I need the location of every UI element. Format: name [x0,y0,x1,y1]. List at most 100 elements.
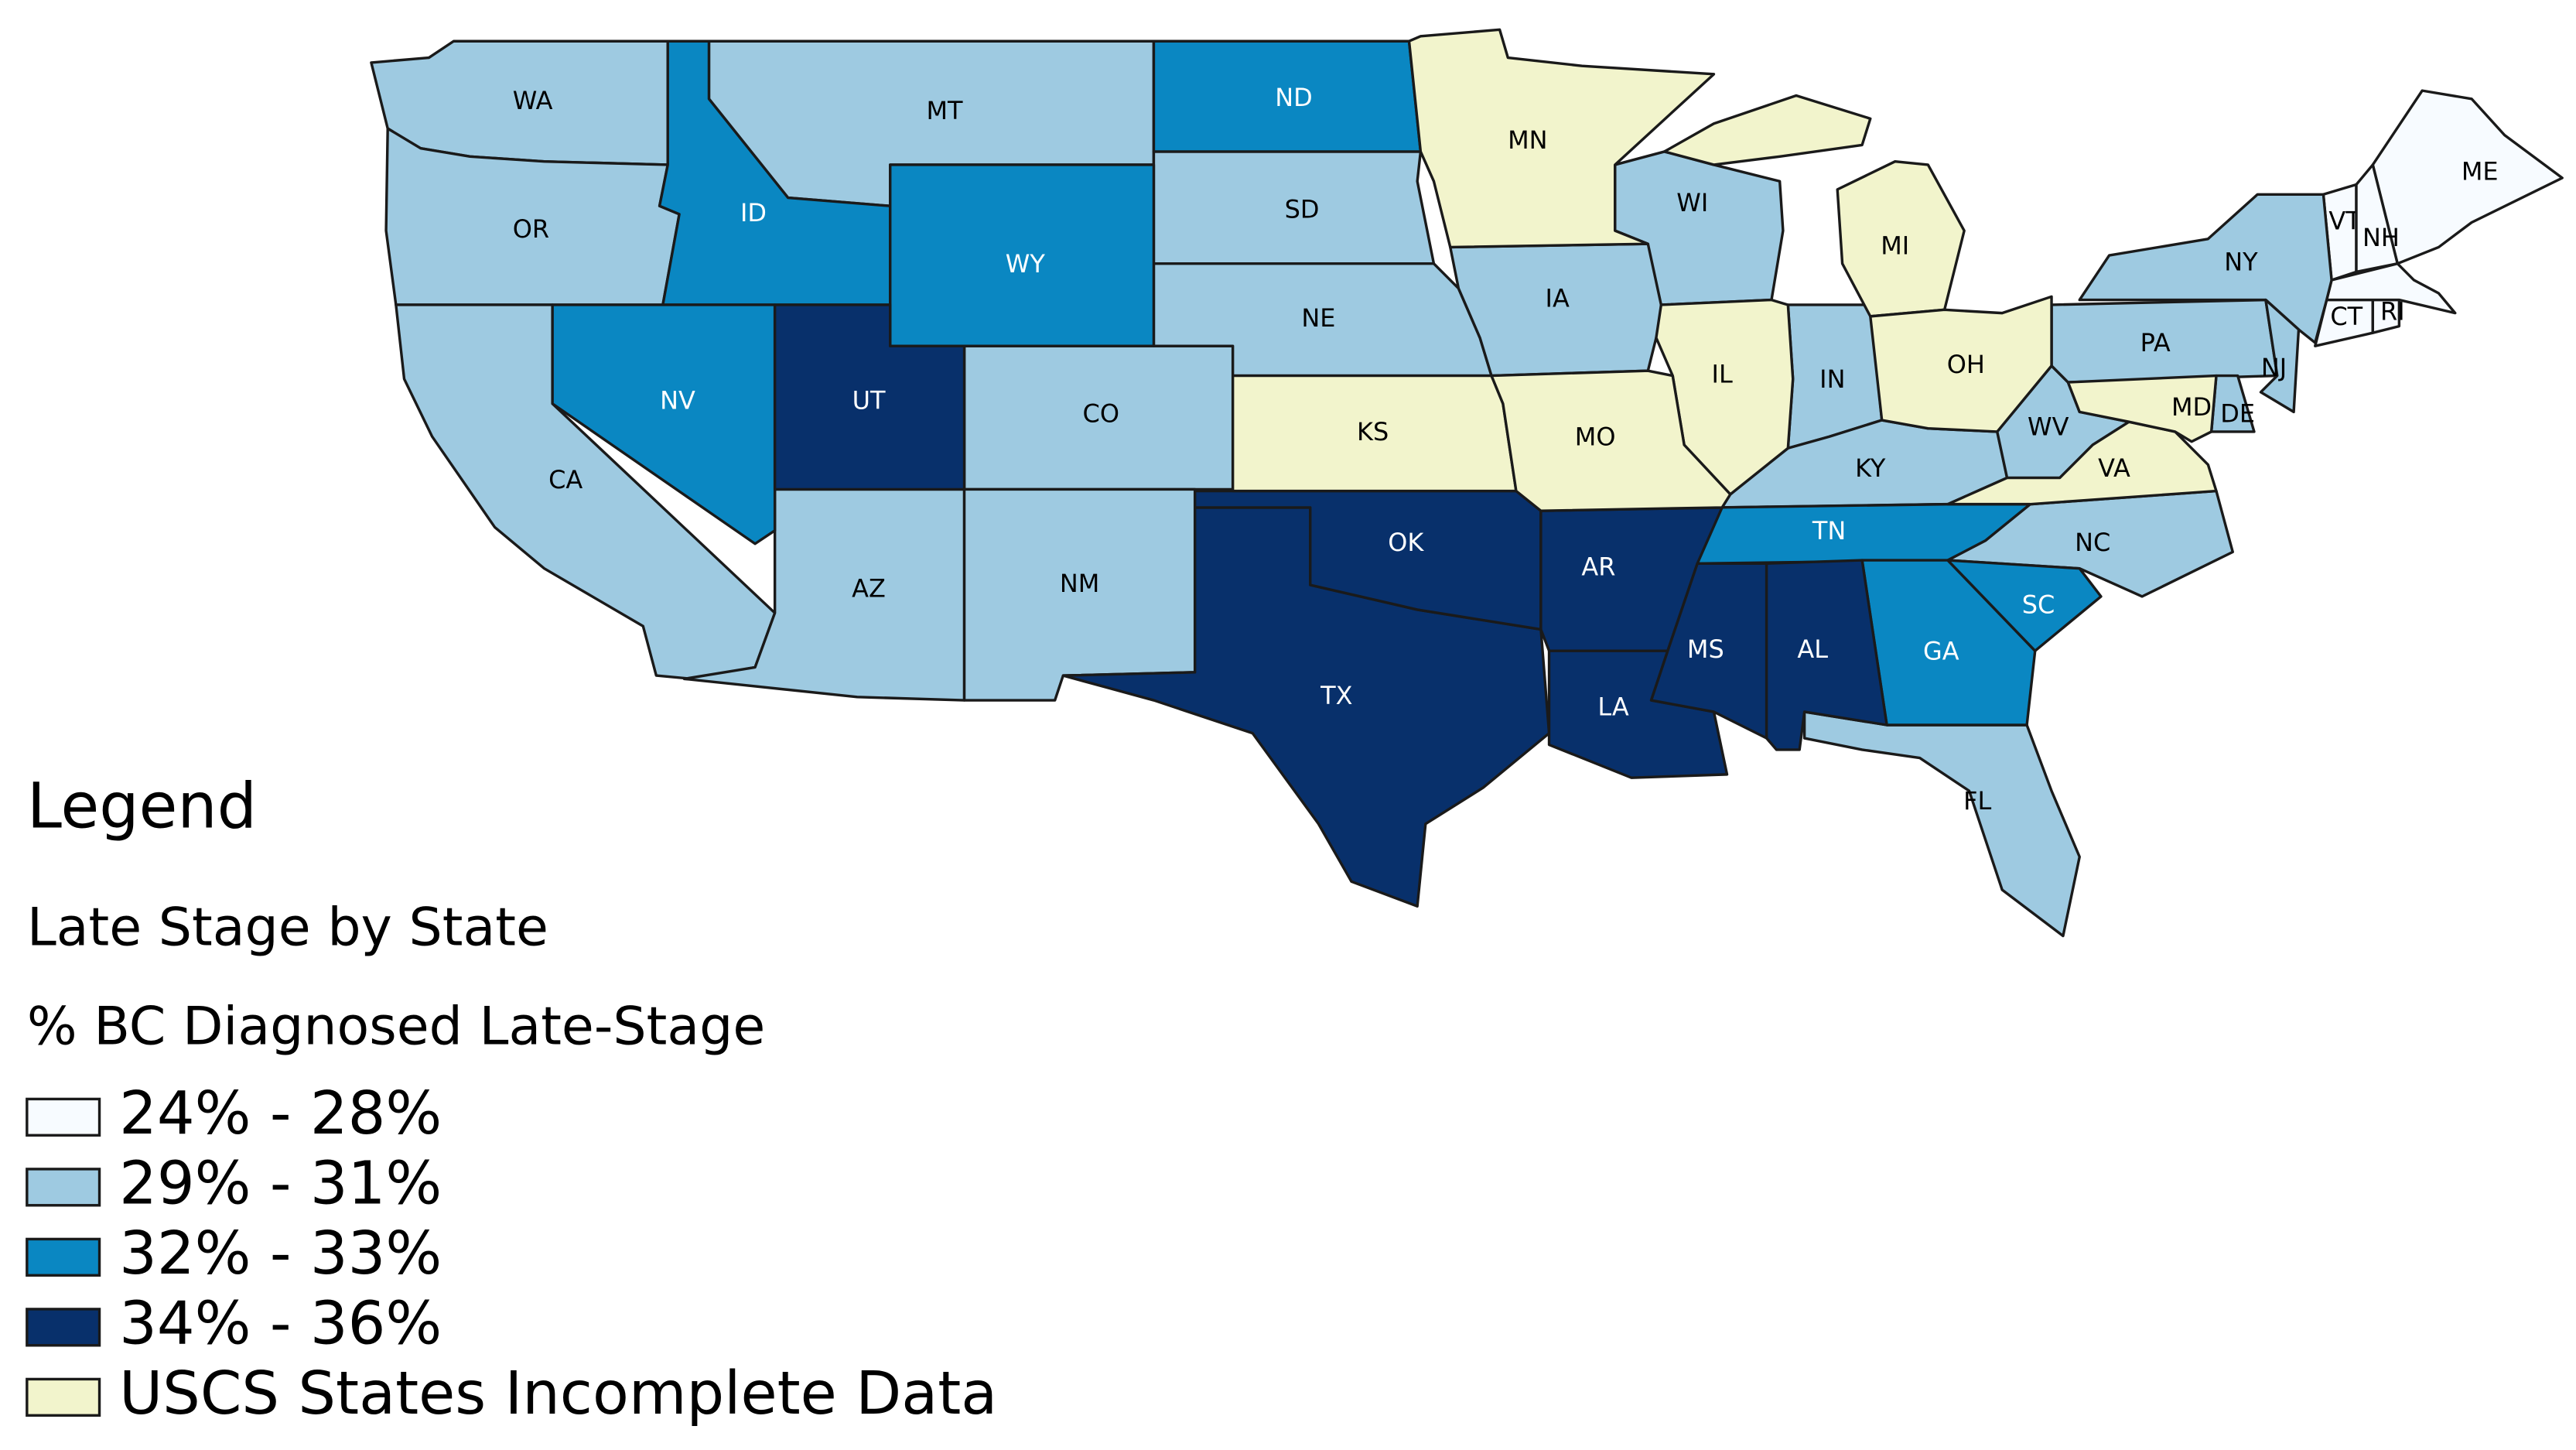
state-shape [1662,94,1872,166]
state-label: OR [513,214,549,244]
state-label: WI [1676,188,1708,217]
legend-label: 34% - 36% [119,1289,442,1358]
state-label: WA [513,86,553,115]
state: NM [962,487,1197,702]
state-label: IA [1546,284,1570,313]
state-label: UT [852,386,886,416]
legend-label: USCS States Incomplete Data [119,1359,997,1428]
state: IA [1449,242,1686,378]
state: NJ [2259,298,2301,414]
legend-swatch [26,1097,101,1137]
state: NC [1946,489,2234,598]
state-label: KS [1357,417,1389,446]
state: MD [2066,374,2218,443]
state: ME [2371,89,2564,265]
state-label: LA [1597,693,1629,722]
state-label: WY [1006,249,1046,279]
state-label: AL [1797,634,1828,664]
state-label: MI [1881,231,1909,260]
state-shape [1946,559,2103,652]
state-shape [1490,369,1732,512]
state: PA [2050,298,2279,384]
states: ME VT NH CT RI WA OR CA MT AZ CO NM SD N… [370,28,2564,938]
state-shape [551,303,777,545]
state: MN [1407,28,1716,249]
state: OR [384,127,681,306]
state-label: CO [1083,399,1119,429]
legend-rows: 24% - 28%29% - 31%32% - 33%34% - 36%USCS… [26,1079,997,1428]
state: GA [1860,559,2037,727]
state-label: TX [1320,681,1352,710]
state-label: MO [1575,422,1616,451]
state: OK [1193,489,1543,631]
legend-label: 29% - 31% [119,1149,442,1218]
state-label: WV [2028,412,2069,442]
state-label: CT [2330,302,2362,331]
state-label: MT [926,96,963,125]
state: NV [551,303,777,545]
state: NH [2355,163,2400,274]
legend-label: 24% - 28% [119,1079,442,1148]
state-shape [1869,295,2053,433]
state-label: NM [1060,569,1099,598]
state: CO [962,344,1235,491]
state-label: AZ [852,573,886,603]
state-label: RI [2380,297,2405,327]
state-label: CA [548,465,583,494]
state-label: SC [2022,590,2055,620]
legend-layer: Late Stage by State [27,898,548,959]
legend-field: % BC Diagnosed Late-Stage [27,997,765,1058]
state-shape [1407,28,1716,249]
state: MI [1662,94,1966,318]
state-label: MS [1687,634,1724,664]
state: IL [1655,298,1795,496]
state: NE [1152,262,1493,378]
legend-swatch [26,1168,101,1207]
state-label: VA [2098,453,2130,483]
state: OH [1869,295,2053,433]
state-shape [2066,374,2218,443]
legend-swatch [26,1308,101,1347]
state: UT [773,303,966,491]
legend-swatch [26,1237,101,1277]
state-shape [773,303,966,491]
state-label: ID [740,198,767,227]
legend-label: 32% - 33% [119,1219,442,1288]
state-label: SD [1285,195,1320,224]
legend-swatch [26,1377,101,1417]
state: AL [1765,559,1888,751]
state-label: PA [2140,328,2171,357]
state: RI [2371,297,2405,334]
state-label: GA [1923,636,1959,665]
legend: Legend Late Stage by State % BC Diagnose… [26,771,997,1428]
state-label: NE [1301,303,1335,333]
state-label: IN [1819,364,1845,394]
state: ND [1152,39,1423,153]
state-shape [1765,559,1888,751]
state: FL [1802,710,2081,938]
state-label: MN [1508,125,1547,155]
state-label: IL [1712,360,1733,389]
state-shape [2371,89,2564,265]
state: MO [1490,369,1732,512]
state-shape [2325,262,2457,315]
state-label: OK [1388,528,1424,557]
state-shape [1836,159,1966,318]
state-label: NJ [2261,353,2287,382]
state-label: KY [1855,453,1886,483]
state-label: TN [1812,516,1846,545]
state-label: ME [2462,157,2499,186]
state: DE [2209,374,2256,433]
state-label: NC [2075,528,2110,557]
state-label: NY [2224,248,2258,277]
state-label: FL [1963,786,1991,816]
state-label: OH [1947,350,1985,379]
state: SC [1946,559,2103,652]
state: SD [1152,150,1436,265]
state-shape [1802,710,2081,938]
state-shape [1655,298,1795,496]
state: WY [889,163,1156,347]
state-label: DE [2220,399,2255,429]
state-shape [2259,298,2301,414]
